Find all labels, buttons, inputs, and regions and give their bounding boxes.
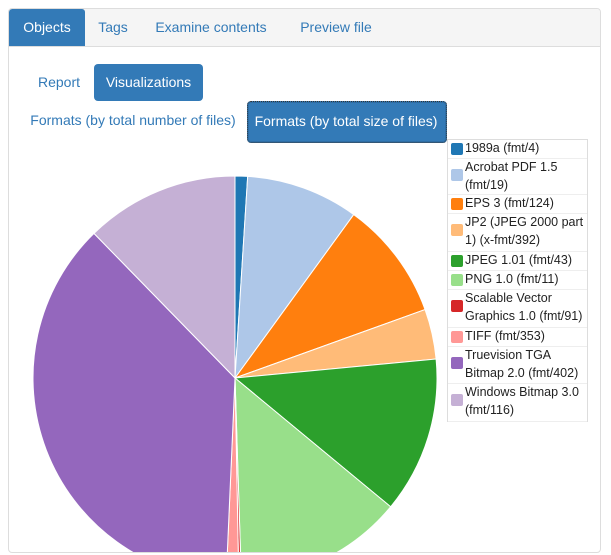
pie-slice[interactable] <box>234 175 355 380</box>
tab-formats-by-size[interactable]: Formats (by total size of files) <box>254 113 438 129</box>
pie-slice[interactable] <box>226 377 239 553</box>
legend-swatch <box>451 255 463 267</box>
pie-slice[interactable] <box>32 232 236 553</box>
tab-objects[interactable]: Objects <box>9 9 85 46</box>
legend-item: TIFF (fmt/353) <box>448 328 587 347</box>
tab-preview-file[interactable]: Preview file <box>300 19 372 35</box>
legend-swatch <box>451 224 463 236</box>
tab-formats-by-number[interactable]: Formats (by total number of files) <box>30 112 236 128</box>
legend-label: 1989a (fmt/4) <box>465 141 540 155</box>
legend-item: Truevision TGA Bitmap 2.0 (fmt/402) <box>448 347 587 384</box>
legend-label: JPEG 1.01 (fmt/43) <box>465 253 572 267</box>
legend-item: JPEG 1.01 (fmt/43) <box>448 252 587 271</box>
legend-swatch <box>451 169 463 181</box>
legend-label: Windows Bitmap 3.0 (fmt/116) <box>465 385 579 417</box>
tab-tags[interactable]: Tags <box>98 19 128 35</box>
legend-label: Acrobat PDF 1.5 (fmt/19) <box>465 160 558 192</box>
legend-item: EPS 3 (fmt/124) <box>448 195 587 214</box>
legend-swatch <box>451 274 463 286</box>
legend-label: TIFF (fmt/353) <box>465 329 545 343</box>
pie-slice[interactable] <box>93 175 236 380</box>
legend-label: Scalable Vector Graphics 1.0 (fmt/91) <box>465 291 583 323</box>
legend-swatch <box>451 357 463 369</box>
top-tab-bar: Objects Tags Examine contents Preview fi… <box>9 9 600 47</box>
legend-label: EPS 3 (fmt/124) <box>465 196 554 210</box>
tab-examine-contents[interactable]: Examine contents <box>155 19 267 35</box>
legend-item: Scalable Vector Graphics 1.0 (fmt/91) <box>448 290 587 328</box>
legend-item: Acrobat PDF 1.5 (fmt/19) <box>448 159 587 195</box>
tab-visualizations[interactable]: Visualizations <box>94 64 203 101</box>
legend-item: 1989a (fmt/4) <box>448 140 587 159</box>
legend-swatch <box>451 198 463 210</box>
legend-swatch <box>451 394 463 406</box>
legend-swatch <box>451 143 463 155</box>
pie-slice[interactable] <box>233 358 438 508</box>
legend-swatch <box>451 331 463 343</box>
pie-slice[interactable] <box>233 213 426 380</box>
objects-panel: Objects Tags Examine contents Preview fi… <box>8 8 601 553</box>
formats-pie-chart <box>32 175 438 553</box>
legend-item: PNG 1.0 (fmt/11) <box>448 271 587 290</box>
tab-report[interactable]: Report <box>37 74 81 90</box>
legend-item: Windows Bitmap 3.0 (fmt/116) <box>448 384 587 422</box>
legend-swatch <box>451 300 463 312</box>
legend-label: PNG 1.0 (fmt/11) <box>465 272 559 286</box>
chart-legend: 1989a (fmt/4) Acrobat PDF 1.5 (fmt/19) EPS… <box>447 139 588 422</box>
tab-formats-by-size-frame <box>247 101 447 143</box>
pie-slice[interactable] <box>234 376 392 553</box>
legend-item: JP2 (JPEG 2000 part 1) (x-fmt/392) <box>448 214 587 252</box>
legend-label: JP2 (JPEG 2000 part 1) (x-fmt/392) <box>465 215 584 247</box>
legend-label: Truevision TGA Bitmap 2.0 (fmt/402) <box>465 348 579 380</box>
